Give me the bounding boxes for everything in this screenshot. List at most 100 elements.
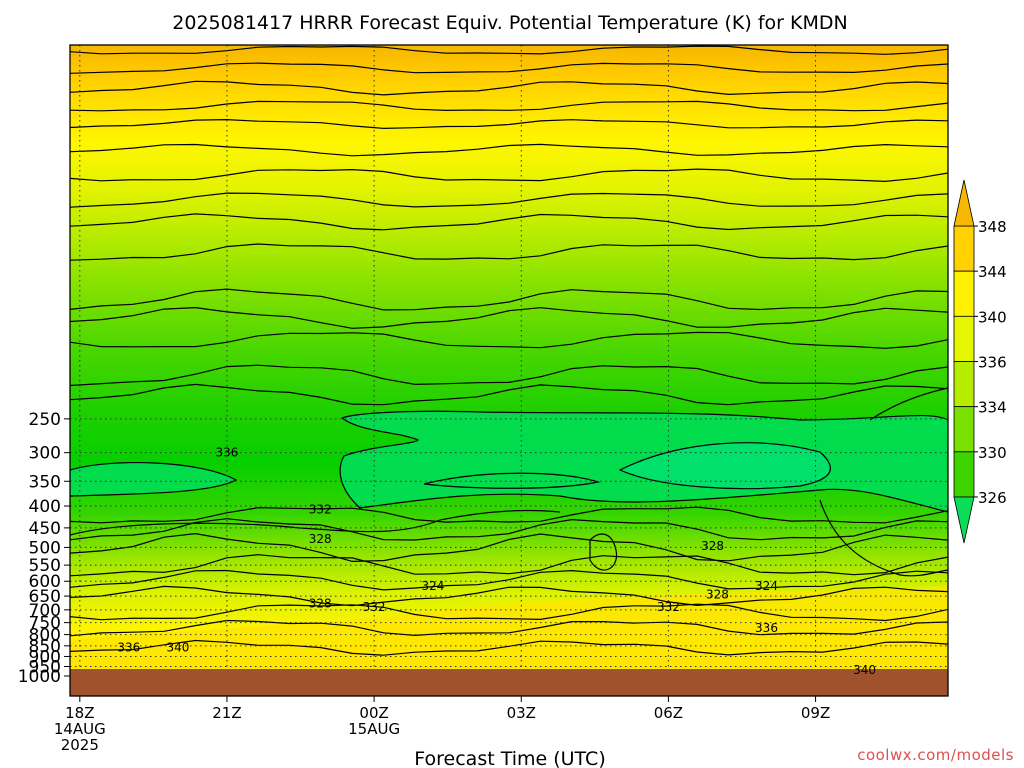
contour-line (423, 472, 601, 489)
x-tick-label: 00Z (359, 704, 388, 722)
contour-label: 328 (706, 587, 729, 601)
shaded-region-high-theta-e-surface (70, 586, 948, 668)
y-tick-label: 600 (29, 572, 61, 592)
contour-labels: 336 332 328 328 324 324 328 328 332 332 336 336 340 3… (117, 446, 876, 677)
y-tick-label: 800 (29, 626, 61, 646)
x-tick-label: 09Z (801, 704, 830, 722)
x-tick-label: 18Z (65, 704, 94, 722)
y-tick-label: 700 (29, 601, 61, 621)
contour-line (70, 243, 948, 261)
colorbar-label: 326 (978, 489, 1007, 507)
colorbar-label: 340 (978, 308, 1007, 326)
contour-line (70, 306, 948, 329)
contour-line (70, 168, 948, 183)
contour-line (618, 442, 831, 490)
contour-label: 336 (755, 621, 778, 635)
contour-line (70, 331, 948, 349)
colorbar-extend-bottom (953, 496, 975, 544)
contour-line (70, 100, 948, 112)
contour-line (341, 410, 948, 421)
plot-frame (69, 44, 949, 697)
contour-line (70, 62, 948, 74)
contour-label: 328 (309, 596, 332, 610)
contour-line (70, 532, 948, 563)
x-tick-label: 2025 (61, 736, 99, 754)
plot-area (70, 45, 948, 696)
colorbar-segment (953, 451, 975, 498)
contour-label: 332 (309, 503, 332, 517)
contour-label: 340 (166, 641, 189, 655)
contour-line (70, 554, 948, 577)
y-tick-label: 250 (29, 410, 61, 430)
contour-line (70, 364, 948, 387)
contour-line (70, 143, 948, 157)
contour-line (70, 569, 948, 591)
y-tick-label: 950 (29, 657, 61, 677)
colorbar-label: 330 (978, 444, 1007, 462)
y-tick-label: 900 (29, 647, 61, 667)
y-tick-label: 400 (29, 497, 61, 517)
credit-text: coolwx.com/models (857, 746, 1014, 764)
colorbar-segment (953, 361, 975, 408)
contour-label: 332 (657, 600, 680, 614)
contour-label: 340 (853, 663, 876, 677)
contour-line (70, 509, 561, 536)
contour-label: 324 (755, 579, 778, 593)
x-tick-label: 21Z (212, 704, 241, 722)
contour-line (70, 585, 948, 607)
colorbar: 348 344 340 336 334 330 326 (953, 179, 1007, 544)
x-tick-label: 15AUG (348, 720, 400, 738)
y-tick-label: 750 (29, 614, 61, 634)
contour-line (70, 383, 948, 406)
y-axis: 250 300 350 4004505005506006507007508008509… (18, 410, 70, 687)
y-tick-label: 500 (29, 538, 61, 558)
y-tick-label: 550 (29, 556, 61, 576)
colorbar-label: 336 (978, 354, 1007, 372)
shaded-region-low-theta-e-lower (620, 442, 831, 489)
y-tick-label: 650 (29, 587, 61, 607)
ground-surface (70, 669, 948, 696)
colorbar-label: 348 (978, 218, 1007, 236)
contour-lines (70, 45, 948, 656)
contour-line (70, 213, 948, 231)
contour-label: 328 (701, 539, 724, 553)
grid-lines (70, 45, 948, 696)
shaded-region-low-theta-e-left (70, 462, 236, 496)
colorbar-segment (953, 225, 975, 272)
y-tick-label: 350 (29, 472, 61, 492)
colorbar-label: 344 (978, 263, 1007, 281)
contour-line (819, 499, 948, 577)
contour-line (869, 387, 948, 421)
colorbar-label: 334 (978, 399, 1007, 417)
chart-title: 2025081417 HRRR Forecast Equiv. Potentia… (172, 12, 847, 34)
contour-label: 324 (422, 579, 445, 593)
x-tick-label: 06Z (654, 704, 683, 722)
contour-label: 328 (309, 532, 332, 546)
contour-line (70, 192, 948, 208)
x-tick-label: 14AUG (54, 720, 106, 738)
contour-line (589, 533, 618, 571)
contour-label: 336 (216, 446, 239, 460)
colorbar-extend-top (953, 179, 975, 227)
x-axis-label: Forecast Time (UTC) (414, 748, 605, 768)
contour-label: 336 (117, 641, 140, 655)
y-tick-label: 1000 (18, 667, 61, 687)
contour-line (70, 518, 948, 541)
contour-line (70, 288, 948, 311)
x-tick-label: 03Z (507, 704, 536, 722)
y-tick-label: 300 (29, 444, 61, 464)
contour-label: 332 (363, 600, 386, 614)
contour-line (70, 45, 948, 55)
contour-line (70, 603, 948, 622)
contour-line (339, 417, 948, 513)
contour-line (70, 80, 948, 96)
colorbar-segment (953, 270, 975, 317)
contour-line (70, 462, 238, 497)
contour-line (70, 118, 948, 130)
y-tick-label: 450 (29, 519, 61, 539)
colorbar-segment (953, 315, 975, 362)
contour-line (70, 506, 948, 524)
colorbar-segment (953, 406, 975, 453)
y-tick-label: 850 (29, 637, 61, 657)
